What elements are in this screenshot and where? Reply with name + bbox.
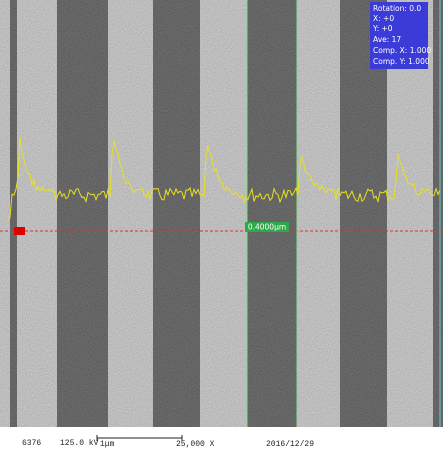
footer-magnification: 25,000 X [176,440,215,449]
measurement-label: 0.4000μm [248,223,286,232]
footer-voltage: 125.0 kV [60,439,99,448]
footer: 6376 125.0 kV 1μm 25,000 X 2016/12/29 [0,427,443,451]
info-comp-x: Comp. X: 1.000 [373,46,431,55]
footer-bar [0,427,443,451]
info-ave: Ave: 17 [373,35,401,44]
info-rotation: Rotation: 0.0 [373,4,421,13]
line-profile [7,137,441,221]
info-x: X: +0 [373,14,394,23]
grain-2 [0,0,443,427]
footer-id: 6376 [22,439,41,448]
footer-date: 2016/12/29 [266,440,314,449]
info-panel: Rotation: 0.0 X: +0 Y: +0 Ave: 17 Comp. … [370,2,431,69]
info-comp-y: Comp. Y: 1.000 [373,57,430,66]
info-box [370,2,428,69]
measurement-box [245,222,289,232]
marker [14,227,25,235]
info-y: Y: +0 [372,24,393,33]
footer-scale: 1μm [100,440,115,449]
